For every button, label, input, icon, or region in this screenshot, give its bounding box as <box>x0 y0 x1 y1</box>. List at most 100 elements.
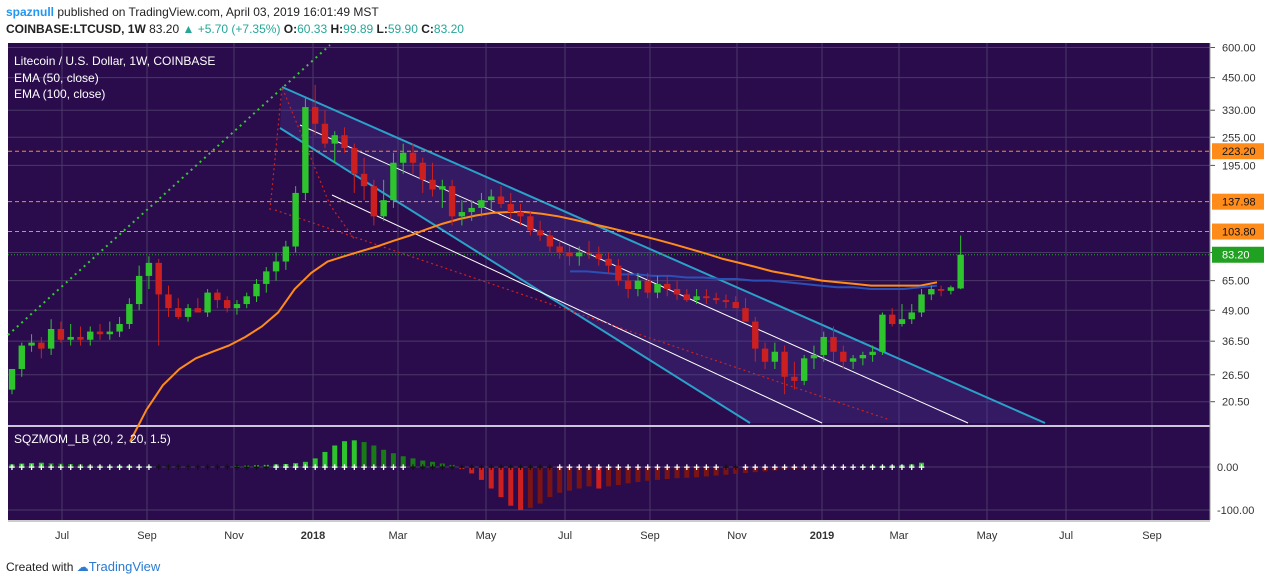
price-change: ▲ +5.70 (+7.35%) <box>182 22 281 36</box>
candle <box>937 285 945 297</box>
candle <box>194 298 202 313</box>
momentum-bar <box>263 464 269 467</box>
squeeze-dot: + <box>801 462 807 474</box>
squeeze-dot: + <box>644 462 650 474</box>
squeeze-dot: + <box>615 462 621 474</box>
squeeze-dot: + <box>390 462 396 474</box>
squeeze-dot: + <box>586 462 592 474</box>
candle <box>106 321 113 340</box>
squeeze-dot: + <box>283 462 289 474</box>
squeeze-dot: + <box>742 462 748 474</box>
candle <box>527 212 534 236</box>
squeeze-dot: + <box>107 462 113 474</box>
indicator-legend[interactable]: SQZMOM_LB (20, 2, 20, 1.5) <box>14 432 171 446</box>
candle-body <box>712 298 720 301</box>
squeeze-dot: + <box>664 462 670 474</box>
x-tick-label: 2018 <box>301 530 325 542</box>
candle <box>468 200 475 221</box>
ema100-legend[interactable]: EMA (100, close) <box>14 87 105 101</box>
author-name[interactable]: spaznull <box>6 5 55 19</box>
candle <box>830 326 837 362</box>
candle <box>439 179 446 208</box>
squeeze-dot: + <box>155 462 161 474</box>
momentum-bar <box>576 467 582 489</box>
squeeze-dot: + <box>77 462 83 474</box>
candle <box>791 361 798 390</box>
candle-body <box>145 262 153 276</box>
price-pane-bg <box>8 43 1210 425</box>
x-tick-label: Sep <box>640 530 660 542</box>
candle-body <box>448 186 456 217</box>
squeeze-dot: + <box>517 462 523 474</box>
momentum-tick-label: -100.00 <box>1217 505 1254 517</box>
momentum-bar <box>371 445 377 467</box>
candle <box>400 143 407 174</box>
candle-body <box>67 336 74 340</box>
ema100-line <box>570 270 938 290</box>
candle-body <box>106 331 113 335</box>
momentum-bar <box>19 463 25 467</box>
momentum-bar <box>224 466 230 468</box>
candle-body <box>311 107 319 124</box>
squeeze-dot: + <box>116 462 122 474</box>
squeeze-dot: + <box>723 462 729 474</box>
candle <box>918 289 925 317</box>
low-value: 59.90 <box>387 22 418 36</box>
squeeze-dot: + <box>48 462 54 474</box>
publish-info: spaznull published on TradingView.com, A… <box>6 5 379 19</box>
momentum-bar <box>342 441 348 467</box>
momentum-bar <box>48 463 54 467</box>
x-tick-label: Nov <box>727 530 747 542</box>
price-tag-bg <box>1212 246 1264 263</box>
candle <box>859 351 867 366</box>
squeeze-dot: + <box>420 462 426 474</box>
tradingview-brand[interactable]: TradingView <box>88 559 161 574</box>
ema50-legend[interactable]: EMA (50, close) <box>14 71 99 85</box>
squeeze-dot: + <box>361 462 367 474</box>
candle-body <box>341 135 348 149</box>
momentum-bar <box>919 462 925 467</box>
candle-body <box>8 368 16 390</box>
candle-body <box>849 358 857 362</box>
squeeze-dot: + <box>263 462 269 474</box>
candle <box>576 246 583 266</box>
candle <box>165 285 172 317</box>
candle-body <box>546 235 554 247</box>
momentum-bar <box>302 461 308 467</box>
momentum-bar <box>332 445 338 467</box>
squeeze-dot: + <box>791 462 797 474</box>
candle-body <box>654 283 661 293</box>
channel-upper-line <box>281 86 1046 424</box>
y-tick-label: 65.00 <box>1222 276 1250 288</box>
squeeze-dot: + <box>214 462 220 474</box>
x-tick-label: Mar <box>389 530 408 542</box>
momentum-bar <box>273 464 279 467</box>
x-tick-label: Nov <box>224 530 244 542</box>
candle-body <box>253 283 260 297</box>
candle <box>947 285 955 295</box>
momentum-bar <box>430 461 436 467</box>
candle-body <box>272 261 280 272</box>
momentum-bar <box>117 465 123 467</box>
squeeze-dot: + <box>332 462 338 474</box>
tradingview-logo-icon[interactable]: ☁ <box>76 560 89 574</box>
candle <box>253 279 260 303</box>
candle-body <box>419 162 426 180</box>
x-tick-label: Jul <box>558 530 572 542</box>
momentum-bar <box>87 464 93 467</box>
candle <box>585 240 593 259</box>
candle <box>800 354 808 386</box>
candle-body <box>302 107 309 193</box>
candle <box>810 345 818 369</box>
candle-body <box>57 328 65 340</box>
momentum-bar <box>586 467 592 487</box>
momentum-bar <box>488 467 494 489</box>
candle <box>908 304 915 324</box>
dotted-trendline <box>7 44 331 336</box>
candle-body <box>409 152 417 163</box>
candle-body <box>634 280 642 290</box>
squeeze-dot: + <box>478 462 484 474</box>
squeeze-dot: + <box>9 462 15 474</box>
squeeze-dot: + <box>292 462 298 474</box>
